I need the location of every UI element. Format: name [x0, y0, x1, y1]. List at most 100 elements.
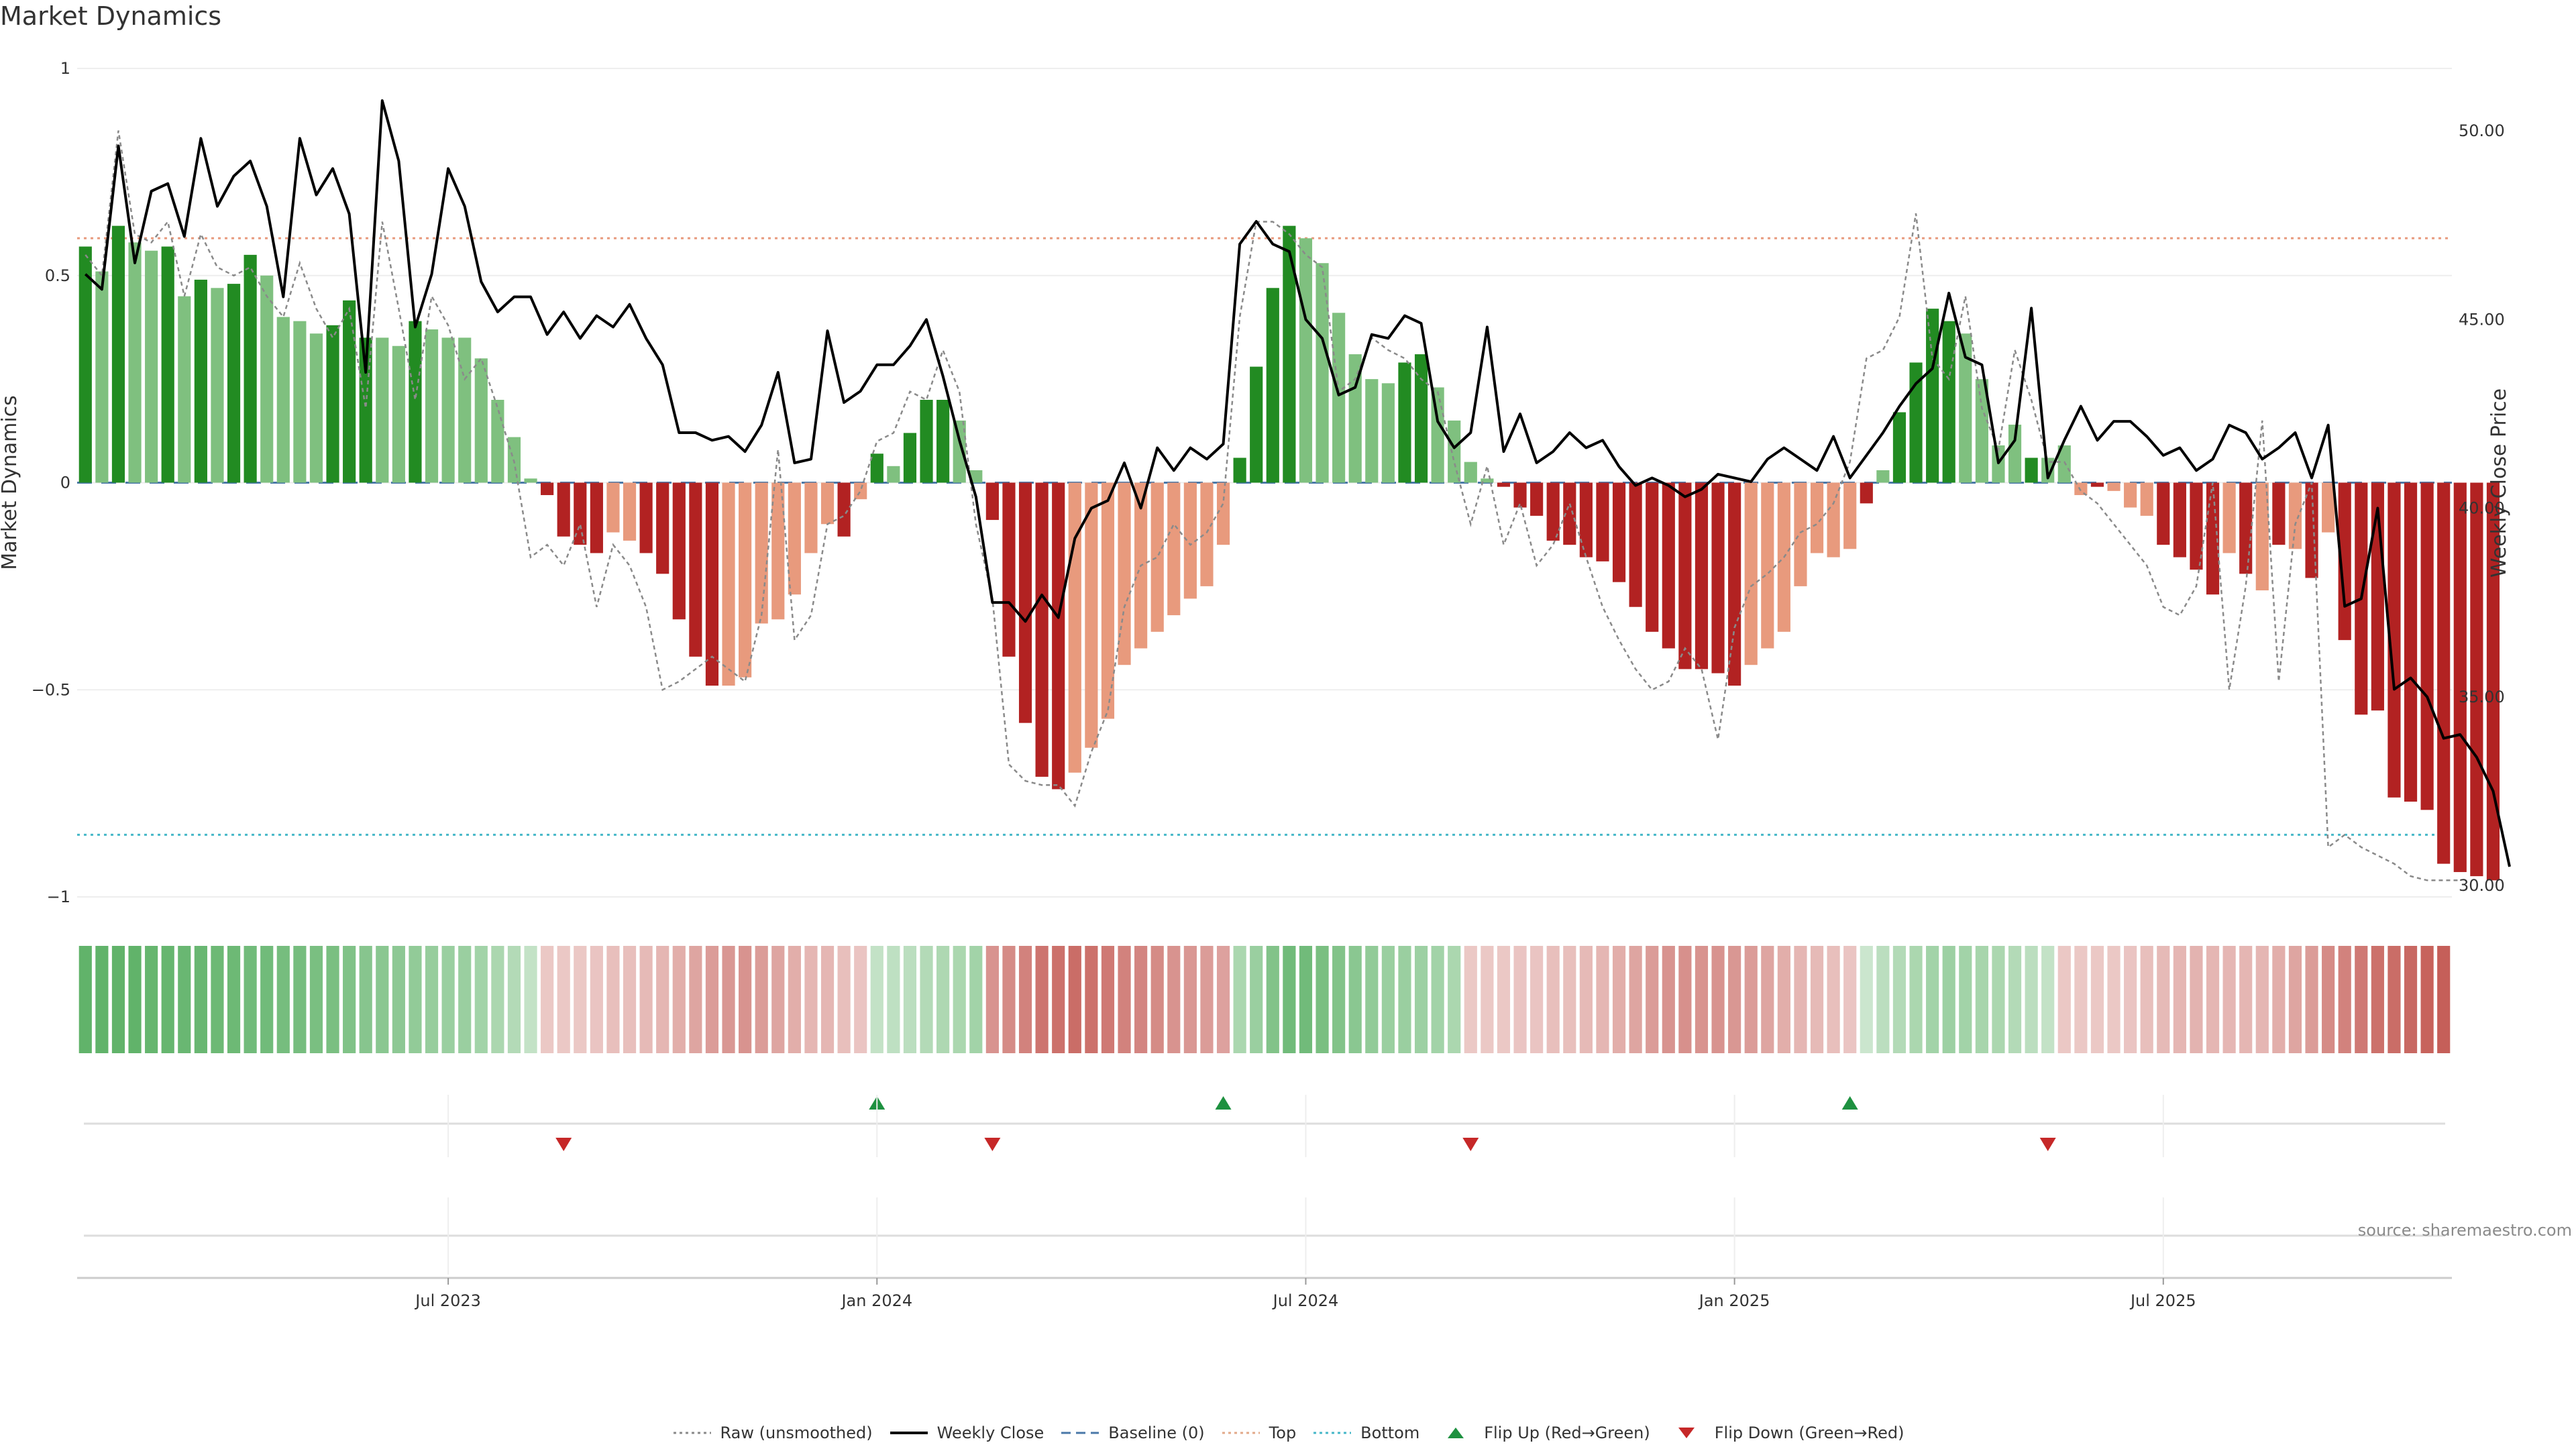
heat-cell: [2008, 946, 2022, 1053]
heat-cell: [2338, 946, 2351, 1053]
bar: [1860, 482, 1873, 504]
bar: [1596, 482, 1609, 561]
bar: [1101, 482, 1115, 719]
bar: [672, 482, 686, 620]
bar: [1018, 482, 1032, 723]
heat-cell: [1810, 946, 1824, 1053]
heat-cell: [1711, 946, 1725, 1053]
bar: [639, 482, 653, 553]
bar: [128, 242, 142, 483]
heat-cell: [1233, 946, 1246, 1053]
heat-cell: [1183, 946, 1197, 1053]
heat-cell: [1316, 946, 1329, 1053]
heat-cell: [491, 946, 504, 1053]
heat-cell: [244, 946, 257, 1053]
x-tick-label: Jul 2025: [2129, 1291, 2196, 1310]
bar: [985, 482, 999, 521]
legend-item: Weekly Close: [889, 1424, 1044, 1442]
heat-cell: [145, 946, 158, 1053]
raw-line-layer: [85, 130, 2461, 881]
bar: [1002, 482, 1016, 657]
bar: [1381, 383, 1395, 483]
bar: [656, 482, 669, 574]
bar: [1431, 387, 1444, 483]
right-axis-label: Weekly Close Price: [2487, 388, 2511, 578]
bar: [870, 453, 883, 483]
heat-cell: [2437, 946, 2451, 1053]
heat-cell: [953, 946, 966, 1053]
bar: [1728, 482, 1741, 686]
heat-cell: [1728, 946, 1741, 1053]
heat-row-layer: [78, 946, 2451, 1053]
bar: [1316, 263, 1329, 483]
bar: [1398, 362, 1411, 483]
heat-cell: [1481, 946, 1494, 1053]
bar: [854, 482, 867, 500]
right-tick-label: 35.00: [2459, 688, 2505, 706]
flip-down-marker: [1462, 1138, 1479, 1151]
heat-cell: [739, 946, 752, 1053]
heat-cell: [1068, 946, 1081, 1053]
bar: [920, 400, 933, 483]
bar: [1348, 354, 1362, 483]
heat-cell: [1596, 946, 1609, 1053]
heat-cell: [771, 946, 785, 1053]
bar: [903, 433, 917, 483]
heat-cell: [2355, 946, 2368, 1053]
heat-cell: [557, 946, 570, 1053]
legend-item: Baseline (0): [1060, 1424, 1205, 1442]
bar: [936, 400, 950, 483]
heat-cell: [1464, 946, 1477, 1053]
heat-cell: [1992, 946, 2005, 1053]
right-tick-label: 45.00: [2459, 310, 2505, 329]
bar: [178, 296, 191, 483]
source-note: source: sharemaestro.com: [2357, 1221, 2572, 1240]
bar: [771, 482, 785, 620]
bar: [474, 358, 488, 483]
heat-cell: [903, 946, 917, 1053]
heat-cell: [2322, 946, 2335, 1053]
bar: [1942, 321, 1955, 483]
heat-cell: [1448, 946, 1461, 1053]
heat-cell: [2239, 946, 2253, 1053]
heat-cell: [2041, 946, 2055, 1053]
heat-cell: [1942, 946, 1955, 1053]
legend-item: Flip Down (Green→Red): [1666, 1424, 1904, 1442]
legend-label: Top: [1269, 1424, 1297, 1442]
bar: [260, 275, 274, 483]
bar: [78, 246, 92, 483]
bar: [2140, 482, 2153, 516]
legend-item: Raw (unsmoothed): [672, 1424, 873, 1442]
heat-cell: [1761, 946, 1774, 1053]
heat-cell: [1118, 946, 1131, 1053]
heat-cell: [1035, 946, 1049, 1053]
bar: [2157, 482, 2170, 545]
flip-down-marker: [2039, 1138, 2056, 1151]
bar: [755, 482, 768, 624]
left-tick-label: −0.5: [32, 680, 70, 699]
heat-cell: [2206, 946, 2220, 1053]
legend-label: Flip Down (Green→Red): [1714, 1424, 1904, 1442]
bar: [2057, 445, 2071, 483]
heat-cell: [1002, 946, 1016, 1053]
legend-item: Top: [1221, 1424, 1297, 1442]
heat-cell: [1860, 946, 1873, 1053]
bar: [491, 400, 504, 483]
heat-cell: [1216, 946, 1230, 1053]
heat-cell: [211, 946, 224, 1053]
legend-swatch: [1222, 1432, 1260, 1434]
x-axis-layer: Jul 2023 Jan 2024 Jul 2024 Jan 2025 Jul 2025: [414, 1095, 2196, 1310]
bar: [2107, 482, 2121, 491]
bar: [2486, 482, 2500, 881]
bar: [392, 345, 405, 483]
bar: [2008, 425, 2022, 483]
heat-cell: [1843, 946, 1857, 1053]
heat-cell: [1018, 946, 1032, 1053]
bar: [2025, 458, 2038, 483]
heat-cell: [441, 946, 455, 1053]
bar: [1464, 462, 1477, 483]
heat-cell: [260, 946, 274, 1053]
x-tick-label: Jul 2023: [414, 1291, 481, 1310]
heat-cell: [1381, 946, 1395, 1053]
heat-cell: [1250, 946, 1263, 1053]
